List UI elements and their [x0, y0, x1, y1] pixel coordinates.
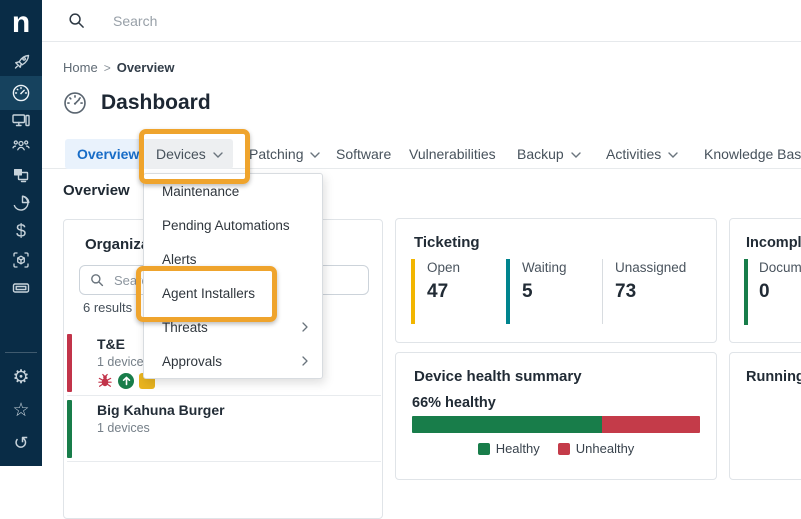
- status-bar: [67, 334, 72, 392]
- stat-label: Open: [427, 260, 461, 275]
- threat-bug-icon: [97, 373, 113, 389]
- chevron-down-icon: [310, 152, 321, 158]
- history-icon[interactable]: ↺: [13, 432, 29, 453]
- breadcrumb: Home > Overview: [63, 60, 175, 75]
- org-devices-count: 1 devices: [97, 421, 150, 435]
- stat-label: Unassigned: [615, 260, 687, 275]
- packages-icon[interactable]: [0, 246, 42, 274]
- health-summary-text: 66% healthy: [412, 395, 496, 411]
- search-icon: [90, 273, 104, 287]
- device-health-panel: Device health summary 66% healthy Health…: [395, 352, 717, 480]
- running-title: Running: [746, 369, 801, 385]
- breadcrumb-current: Overview: [116, 60, 175, 75]
- device-health-title: Device health summary: [414, 368, 582, 385]
- tab-devices[interactable]: Devices: [146, 139, 233, 169]
- page-title: Dashboard: [101, 91, 211, 114]
- org-name: Big Kahuna Burger: [97, 402, 225, 418]
- legend-unhealthy: Unhealthy: [557, 441, 634, 456]
- sidebar-divider: [5, 352, 37, 353]
- menu-item-threats[interactable]: Threats: [144, 310, 322, 344]
- chevron-down-icon: [213, 152, 223, 158]
- tab-software[interactable]: Software: [336, 146, 392, 162]
- org-name: T&E: [97, 336, 125, 352]
- favorites-icon[interactable]: ☆: [12, 399, 30, 421]
- ninjaone-logo[interactable]: n: [11, 6, 31, 39]
- healthy-swatch: [477, 442, 490, 455]
- devices-dropdown-menu: Maintenance Pending Automations Alerts A…: [143, 173, 323, 379]
- stat-label: Docume: [759, 260, 801, 275]
- chevron-right-icon: [302, 322, 308, 332]
- legend-healthy: Healthy: [477, 441, 540, 456]
- stat-value: 73: [615, 281, 637, 302]
- devices-icon[interactable]: [0, 106, 42, 134]
- org-row-tande[interactable]: T&E 1 devices: [64, 332, 382, 394]
- ticketing-icon[interactable]: [0, 274, 42, 302]
- org-devices-count: 1 devices: [97, 355, 150, 369]
- incomplete-title: Incomple: [746, 235, 801, 251]
- tab-patching[interactable]: Patching: [249, 139, 321, 169]
- menu-item-pending-automations[interactable]: Pending Automations: [162, 217, 290, 233]
- ticketing-stat-open[interactable]: Open 47: [411, 259, 506, 324]
- chevron-down-icon: [668, 152, 678, 158]
- row-divider: [67, 395, 381, 396]
- ticketing-stat-unassigned[interactable]: Unassigned 73: [602, 259, 702, 324]
- sidebar: n: [0, 0, 42, 466]
- ticketing-panel: Ticketing Open 47 Waiting 5 Unassigned 7…: [395, 218, 717, 343]
- unhealthy-swatch: [557, 442, 570, 455]
- dashboard-gauge-icon: [62, 90, 88, 116]
- running-panel: Running: [729, 352, 801, 480]
- menu-item-maintenance[interactable]: Maintenance: [162, 183, 240, 199]
- ticketing-title: Ticketing: [414, 234, 480, 251]
- billing-icon[interactable]: $: [15, 220, 26, 241]
- tab-vulnerabilities[interactable]: Vulnerabilities: [409, 146, 496, 162]
- reports-icon[interactable]: [0, 189, 42, 217]
- menu-item-alerts[interactable]: Alerts: [162, 251, 197, 267]
- top-header: [42, 0, 801, 42]
- ticketing-stat-waiting[interactable]: Waiting 5: [506, 259, 602, 324]
- breadcrumb-separator: >: [103, 60, 111, 75]
- update-available-icon: [118, 373, 134, 389]
- stat-label: Waiting: [522, 260, 567, 275]
- tabs-divider: [42, 168, 801, 169]
- menu-item-approvals[interactable]: Approvals: [144, 344, 322, 378]
- chevron-right-icon: [302, 356, 308, 366]
- health-bar-unhealthy: [602, 416, 700, 433]
- section-title: Overview: [63, 182, 130, 199]
- rocket-icon[interactable]: [0, 48, 42, 76]
- row-divider: [67, 461, 381, 462]
- incomplete-stat[interactable]: Docume 0: [744, 259, 801, 325]
- organizations-icon[interactable]: [0, 133, 42, 161]
- org-row-big-kahuna[interactable]: Big Kahuna Burger 1 devices: [64, 398, 382, 460]
- chevron-down-icon: [571, 152, 581, 158]
- global-search-input[interactable]: [111, 11, 615, 30]
- status-bar: [67, 400, 72, 458]
- incomplete-panel: Incomple Docume 0: [729, 218, 801, 343]
- tab-activities[interactable]: Activities: [606, 139, 678, 169]
- search-icon: [68, 12, 85, 29]
- health-bar-healthy: [412, 416, 603, 433]
- apps-icon[interactable]: [0, 161, 42, 189]
- stat-value: 0: [759, 281, 770, 302]
- tab-overview[interactable]: Overview: [65, 139, 152, 169]
- stat-value: 5: [522, 281, 533, 302]
- results-count: 6 results: [83, 300, 133, 315]
- settings-icon[interactable]: ⚙: [12, 366, 30, 388]
- menu-item-agent-installers[interactable]: Agent Installers: [162, 285, 256, 301]
- health-legend: Healthy Unhealthy: [396, 441, 716, 456]
- tab-knowledge-base[interactable]: Knowledge Base: [704, 146, 801, 162]
- health-bar: [412, 416, 700, 433]
- tab-backup[interactable]: Backup: [517, 139, 581, 169]
- stat-value: 47: [427, 281, 449, 302]
- breadcrumb-home[interactable]: Home: [63, 60, 98, 75]
- dashboard-icon[interactable]: [0, 79, 42, 107]
